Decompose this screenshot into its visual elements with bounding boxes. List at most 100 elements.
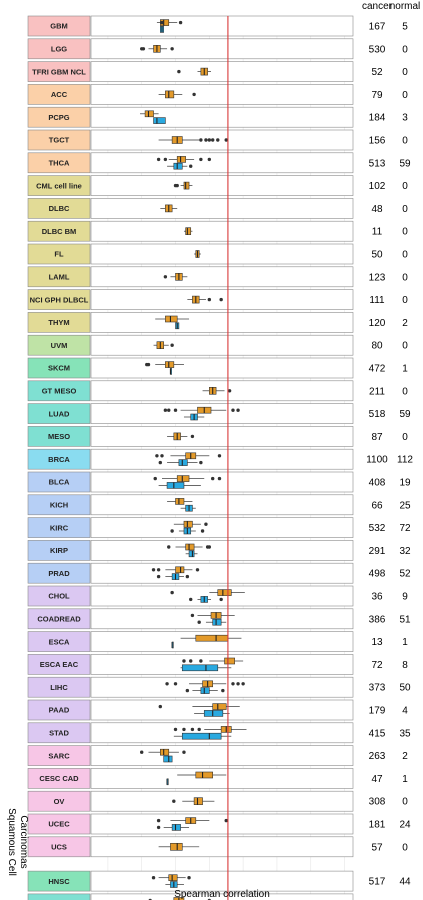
tumor-outlier [173, 408, 178, 412]
tumor-outlier [182, 750, 186, 754]
row-label-box [27, 38, 91, 60]
tumor [173, 726, 247, 733]
normal [165, 881, 184, 888]
count-cancer: 179 [369, 706, 386, 717]
row-luad: LUAD 518 59 [27, 403, 411, 424]
normal-box [163, 755, 173, 763]
row-panel [90, 106, 354, 128]
normal-box [212, 618, 222, 626]
count-cancer: 408 [369, 478, 386, 489]
count-cancer: 373 [369, 683, 386, 694]
normal-box [178, 459, 188, 466]
normal-box [166, 482, 185, 489]
header-normal: normal [390, 1, 421, 12]
tumor [160, 204, 178, 213]
tumor-outlier [163, 275, 168, 279]
row-blca: BLCA 408 19 [27, 471, 411, 493]
tumor-box [183, 181, 190, 190]
tumor-outlier [217, 476, 222, 481]
row-panel [90, 836, 354, 858]
tumor-outlier [207, 138, 212, 142]
row-label-box [27, 15, 91, 37]
row-skcm: SKCM 472 1 [27, 357, 408, 379]
tumor [173, 181, 193, 190]
normal-outlier [156, 574, 161, 579]
row-label-box [27, 152, 91, 174]
count-cancer: 530 [369, 44, 386, 55]
tumor-box [170, 842, 183, 851]
row-panel [90, 198, 354, 219]
tumor [156, 19, 183, 26]
normal-outlier [156, 825, 161, 830]
count-normal: 2 [402, 751, 408, 762]
count-normal: 0 [402, 432, 408, 443]
tumor [153, 475, 222, 482]
row-label-box [27, 220, 91, 242]
row-label-box [27, 722, 91, 744]
normal-box [188, 550, 195, 558]
count-cancer: 72 [371, 660, 383, 671]
count-normal: 0 [402, 250, 408, 261]
row-cml-cell-line: CML cell line 102 0 [27, 175, 408, 196]
count-cancer: 123 [369, 272, 386, 283]
normal [185, 687, 225, 694]
row-panel [90, 893, 354, 900]
tumor [167, 543, 212, 551]
row-label-box [27, 562, 91, 584]
tumor [165, 680, 245, 688]
row-uvm: UVM 80 0 [27, 334, 408, 356]
x-axis-title: Spearman correlation [174, 889, 270, 900]
tumor [151, 874, 191, 882]
row-label: UCS [51, 843, 67, 852]
row-panel [90, 768, 354, 789]
count-normal: 0 [402, 842, 408, 853]
tumor-outlier [163, 157, 168, 162]
row-label-box [27, 631, 91, 652]
group-label-squamous: Squamous Cell Carcinomas [6, 808, 29, 876]
tumor [202, 386, 232, 395]
row-panel [90, 448, 354, 470]
tumor-outlier [204, 138, 208, 142]
normal [194, 710, 230, 717]
tumor-outlier [140, 47, 144, 51]
row-panel [90, 745, 354, 766]
count-cancer: 513 [369, 158, 386, 169]
row-label-box [27, 494, 91, 516]
row-label-box [27, 380, 91, 402]
row-sarc: SARC 263 2 [27, 745, 408, 766]
tumor-outlier [151, 876, 156, 880]
row-label-box [27, 129, 91, 151]
tumor-outlier [155, 454, 159, 458]
normal-box [171, 824, 181, 831]
row-dlbc: DLBC 48 0 [27, 198, 408, 219]
tumor-box [212, 703, 227, 710]
row-panel [90, 426, 354, 447]
row-label-box [27, 608, 91, 630]
count-cancer: 498 [369, 569, 386, 580]
tumor-outlier [224, 818, 228, 823]
row-label: DLBC [49, 204, 70, 213]
row-gt-meso: GT MESO 211 0 [27, 380, 408, 402]
row-panel [90, 175, 354, 196]
row-panel [90, 152, 354, 174]
tumor-box [175, 566, 185, 574]
count-cancer: 532 [369, 523, 386, 534]
normal [153, 117, 166, 124]
count-normal: 0 [402, 67, 408, 78]
row-panel [90, 15, 354, 37]
count-cancer: 472 [369, 364, 386, 375]
normal [167, 162, 193, 170]
tumor [187, 295, 223, 304]
tumor-outlier [207, 297, 212, 302]
tumor-outlier [170, 343, 174, 347]
row-ov: OV 308 0 [27, 790, 408, 812]
row-lgg: LGG 530 0 [27, 38, 408, 60]
row-label-box [27, 870, 91, 892]
tumor-outlier [241, 682, 245, 686]
row-coadread: COADREAD 386 51 [27, 608, 411, 630]
tumor [163, 272, 188, 281]
tumor-outlier [231, 408, 235, 412]
normal [169, 368, 172, 375]
count-cancer: 57 [371, 842, 383, 853]
row-panel [90, 699, 354, 721]
